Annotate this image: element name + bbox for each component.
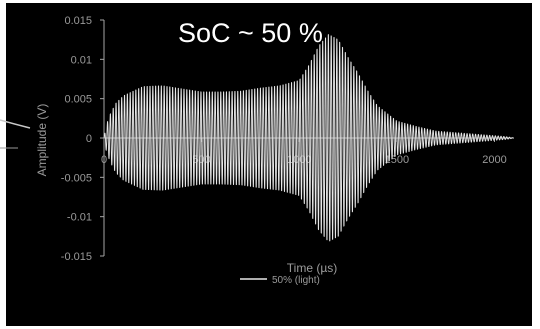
legend-label: 50% (light): [272, 275, 320, 286]
annotation-label: SoC ~ 50 %: [178, 18, 323, 48]
x-axis-title: Time (µs): [287, 261, 337, 275]
chart-background: [6, 3, 532, 326]
x-tick-label: 1500: [385, 154, 409, 166]
y-tick-label: 0.01: [71, 54, 92, 66]
series-line-50-light: [103, 34, 515, 242]
y-tick-label: -0.01: [67, 212, 92, 224]
page-edge-mark: [0, 119, 31, 129]
y-axis-title: Amplitude (V): [35, 104, 49, 177]
x-tick-label: 0: [101, 154, 107, 166]
x-tick-label: 2000: [482, 154, 506, 166]
y-tick-label: 0.015: [64, 15, 92, 27]
series-layer: [103, 34, 515, 242]
y-tick-label: -0.015: [61, 251, 92, 263]
y-tick-label: -0.005: [61, 172, 92, 184]
y-tick-label: 0.005: [64, 94, 92, 106]
y-tick-label: 0: [86, 133, 92, 145]
